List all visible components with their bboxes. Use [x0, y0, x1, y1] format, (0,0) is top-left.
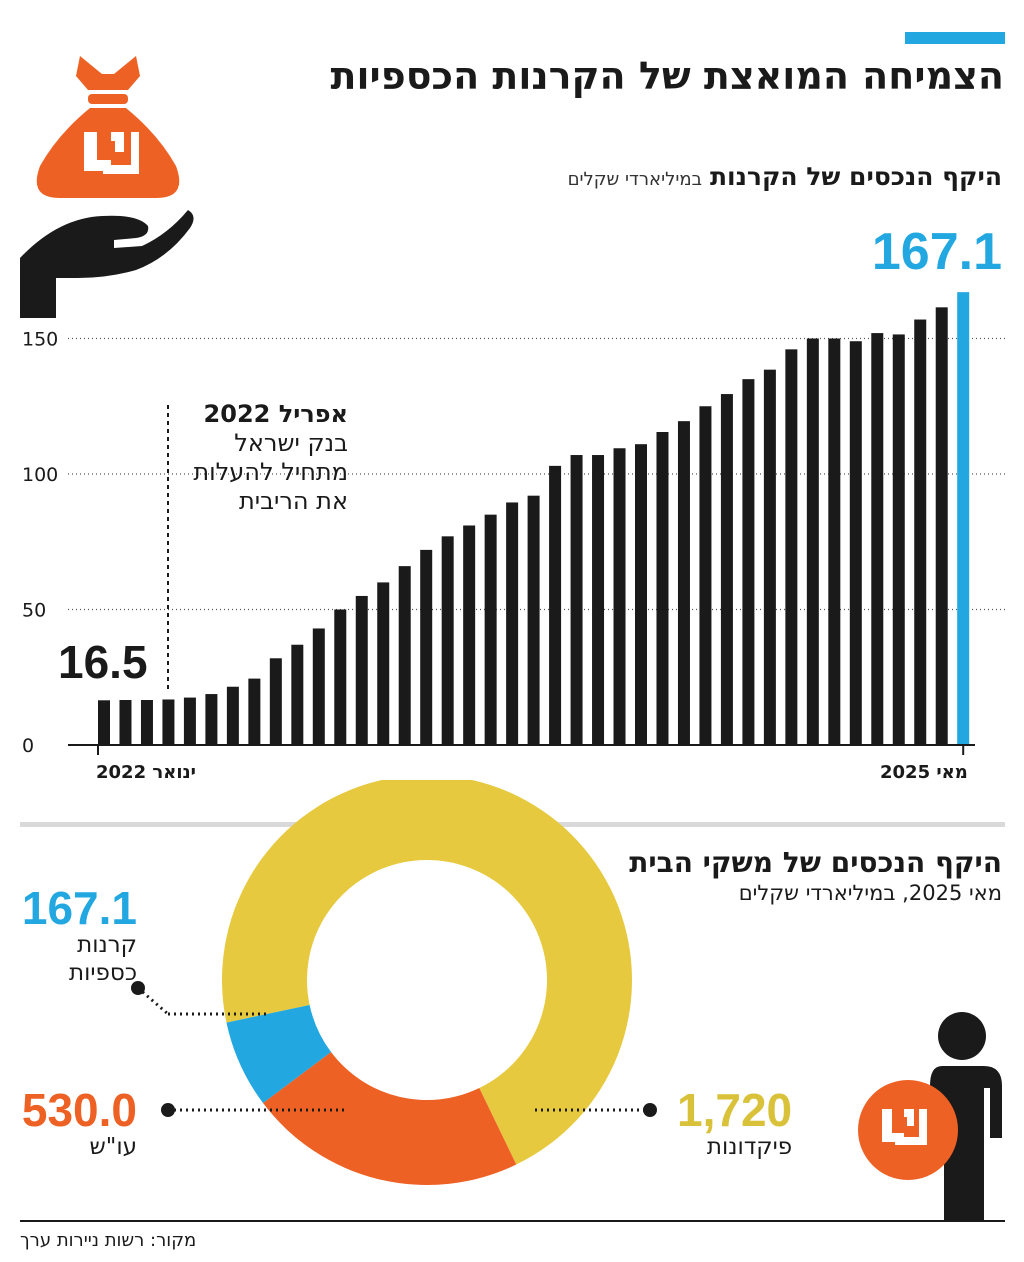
bar	[98, 700, 110, 745]
bar	[355, 595, 368, 745]
bar	[291, 644, 304, 745]
bar	[312, 628, 325, 745]
slice-deposits	[222, 780, 632, 1165]
leader-funds-dot	[131, 981, 145, 995]
bar	[484, 514, 497, 745]
bar	[677, 421, 690, 745]
bar	[463, 525, 476, 745]
osh-value: 530.0	[21, 1084, 137, 1136]
bar	[506, 502, 519, 745]
bar	[441, 536, 454, 745]
leader-lines	[131, 981, 657, 1117]
bar	[205, 694, 218, 745]
bar	[592, 455, 605, 745]
bar	[914, 319, 927, 745]
annotation-text: בנק ישראל מתחיל להעלות את הריבית	[193, 429, 348, 515]
bar	[377, 582, 390, 745]
bars	[98, 292, 970, 745]
bar-highlight	[957, 292, 970, 745]
chart2-title: היקף הנכסים של משקי הבית	[629, 846, 1002, 879]
bottom-rule	[20, 1220, 1005, 1222]
bar	[398, 566, 411, 745]
y-tick-label: 100	[22, 464, 58, 486]
end-value-label: 167.1	[871, 223, 1002, 281]
leader-deposits-dot	[643, 1103, 657, 1117]
y-tick-labels: 0 50 100 150	[22, 329, 58, 758]
x-label-end: מאי 2025	[880, 762, 968, 783]
page-title: הצמיחה המואצת של הקרנות הכספיות	[330, 54, 1004, 98]
funds-name: קרנות כספיות	[69, 932, 137, 986]
slice-funds	[226, 1004, 332, 1104]
bar	[849, 341, 862, 745]
bar	[549, 465, 562, 745]
bar	[742, 379, 755, 745]
deposits-name: פיקדונות	[706, 1134, 793, 1160]
bar	[226, 686, 239, 745]
leader-osh-dot	[161, 1103, 175, 1117]
chart2-unit: מאי 2025, במיליארדי שקלים	[738, 881, 1002, 905]
bar	[269, 658, 282, 745]
person-shekel-icon	[858, 1012, 1002, 1220]
bar	[613, 448, 626, 745]
funds-value: 167.1	[21, 882, 137, 934]
label-deposits: 1,720 פיקדונות	[677, 1087, 792, 1161]
y-tick-label: 50	[22, 600, 46, 622]
bar	[656, 431, 669, 745]
bar	[720, 394, 733, 745]
label-funds: 167.1 קרנות כספיות	[7, 885, 137, 987]
accent-bar	[905, 32, 1005, 44]
bar	[527, 495, 540, 745]
bar	[635, 444, 647, 745]
chart1-subtitle-unit: במיליארדי שקלים	[567, 169, 702, 190]
annotation-title: אפריל 2022	[203, 400, 348, 428]
bar	[935, 307, 948, 745]
bar	[828, 338, 841, 745]
bar	[248, 678, 261, 745]
bar	[162, 699, 175, 745]
donut-slices	[222, 780, 632, 1185]
chart1-subtitle-bold: היקף הנכסים של הקרנות	[709, 162, 1002, 191]
bar	[140, 700, 153, 745]
bar	[806, 338, 819, 745]
bar	[871, 333, 884, 745]
bar	[785, 349, 798, 745]
bar	[892, 334, 905, 745]
bar	[763, 369, 776, 745]
x-label-start: ינואר 2022	[96, 762, 196, 783]
deposits-value: 1,720	[677, 1084, 793, 1136]
slice-osh	[263, 1052, 517, 1185]
osh-name: עו"ש	[89, 1134, 137, 1160]
source-note: מקור: רשות ניירות ערך	[20, 1230, 197, 1251]
bar	[183, 697, 196, 745]
bar-chart: 0 50 100 150	[22, 292, 1005, 758]
bar	[420, 549, 433, 745]
chart2-subtitle: היקף הנכסים של משקי הבית מאי 2025, במילי…	[629, 846, 1002, 905]
bar	[570, 455, 583, 745]
bar	[119, 700, 132, 745]
bar	[334, 609, 347, 745]
annotation: אפריל 2022 בנק ישראל מתחיל להעלות את הרי…	[178, 400, 348, 516]
chart1-subtitle: היקף הנכסים של הקרנות במיליארדי שקלים	[568, 162, 1002, 191]
y-tick-label: 150	[22, 329, 58, 351]
start-value-label: 16.5	[58, 636, 148, 688]
y-tick-label: 0	[22, 735, 34, 757]
label-osh: 530.0 עו"ש	[22, 1087, 137, 1161]
money-bag-hand-icon	[20, 56, 194, 318]
bar	[699, 406, 712, 745]
donut-chart	[131, 780, 657, 1185]
